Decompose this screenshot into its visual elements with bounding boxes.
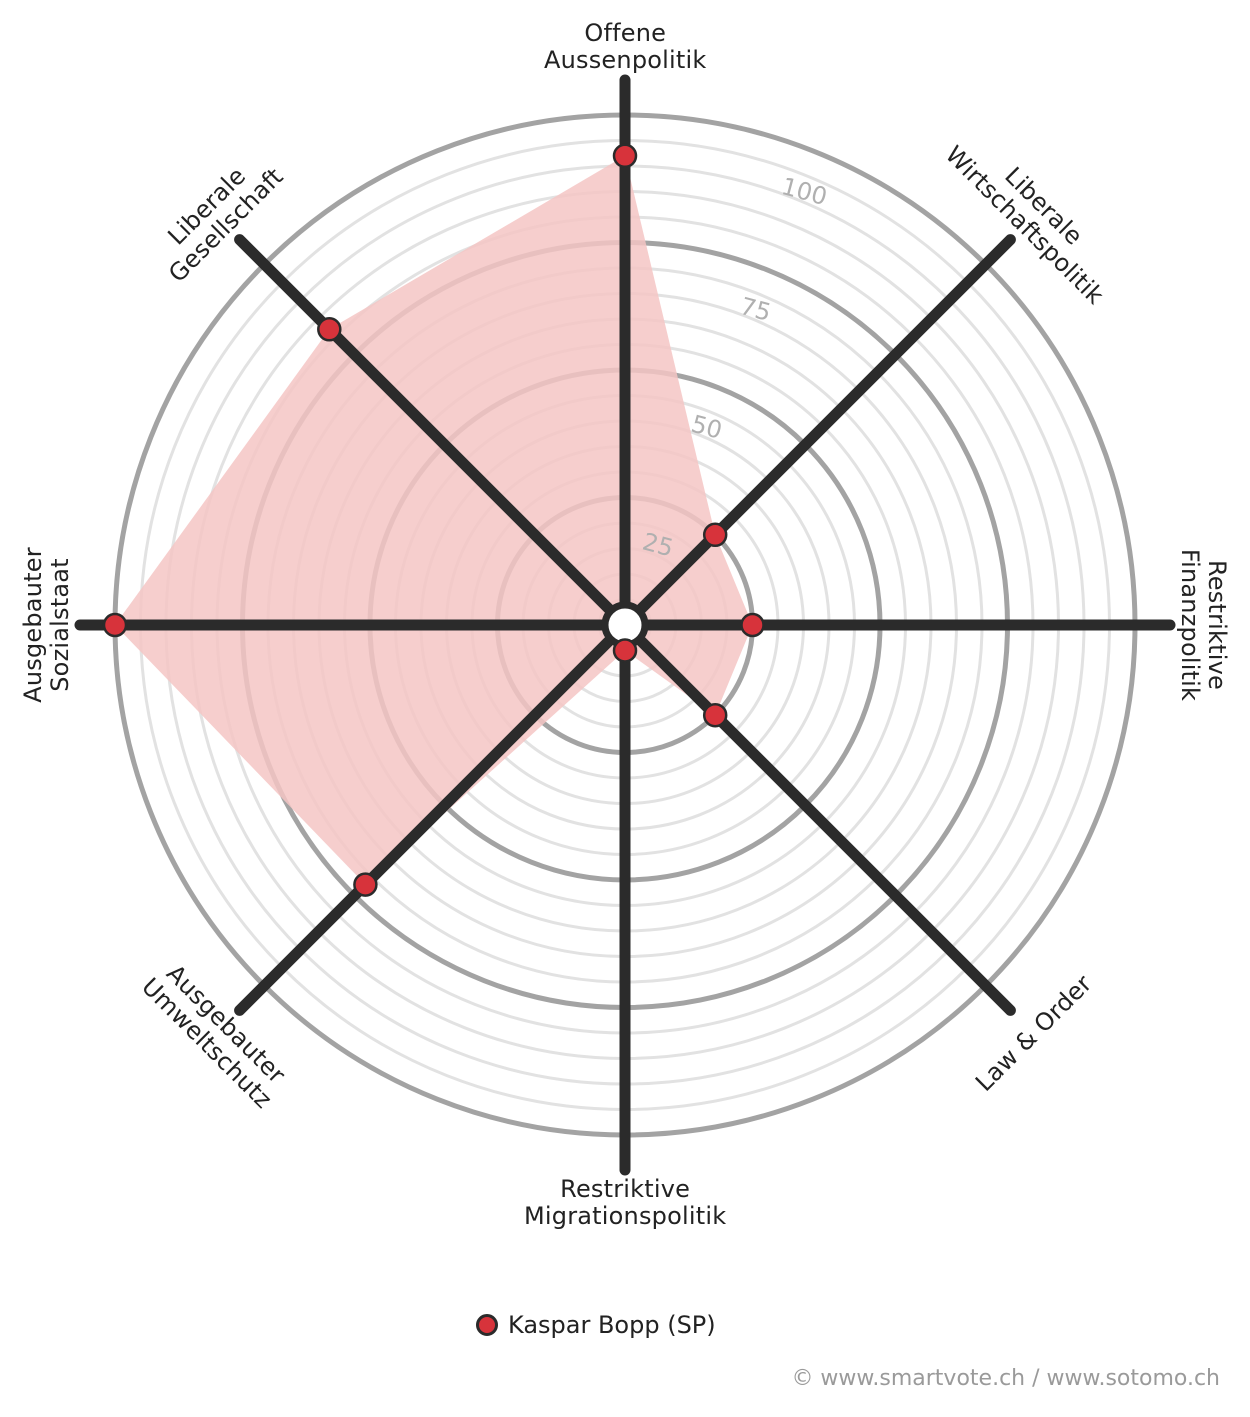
axis-line-7 [234, 234, 631, 631]
legend-label: Kaspar Bopp (SP) [508, 1311, 716, 1339]
axis-label-4: Restriktive Migrationspolitik [524, 1175, 727, 1230]
axis-label-0: Offene Aussenpolitik [544, 19, 707, 74]
axis-line-3 [619, 619, 1016, 1016]
legend-marker [476, 1314, 498, 1336]
axis-line-5 [234, 619, 631, 1016]
copyright-text: © www.smartvote.ch / www.sotomo.ch [791, 1366, 1220, 1391]
axis-label-6: Ausgebauter Sozialstaat [18, 547, 74, 703]
data-point-0 [612, 143, 638, 169]
data-point-3 [702, 702, 728, 728]
data-point-2 [740, 612, 765, 638]
data-point-5 [353, 872, 378, 897]
series-area [115, 155, 753, 885]
data-point-7 [317, 317, 342, 342]
data-point-4 [612, 638, 638, 663]
tick-label-100: 100 [779, 172, 830, 211]
axis-line-1 [619, 234, 1016, 631]
legend: Kaspar Bopp (SP) [476, 1308, 716, 1342]
data-point-6 [102, 612, 128, 638]
data-point-1 [702, 522, 728, 548]
axis-label-2: Restriktive Finanzpolitik [1176, 548, 1232, 702]
